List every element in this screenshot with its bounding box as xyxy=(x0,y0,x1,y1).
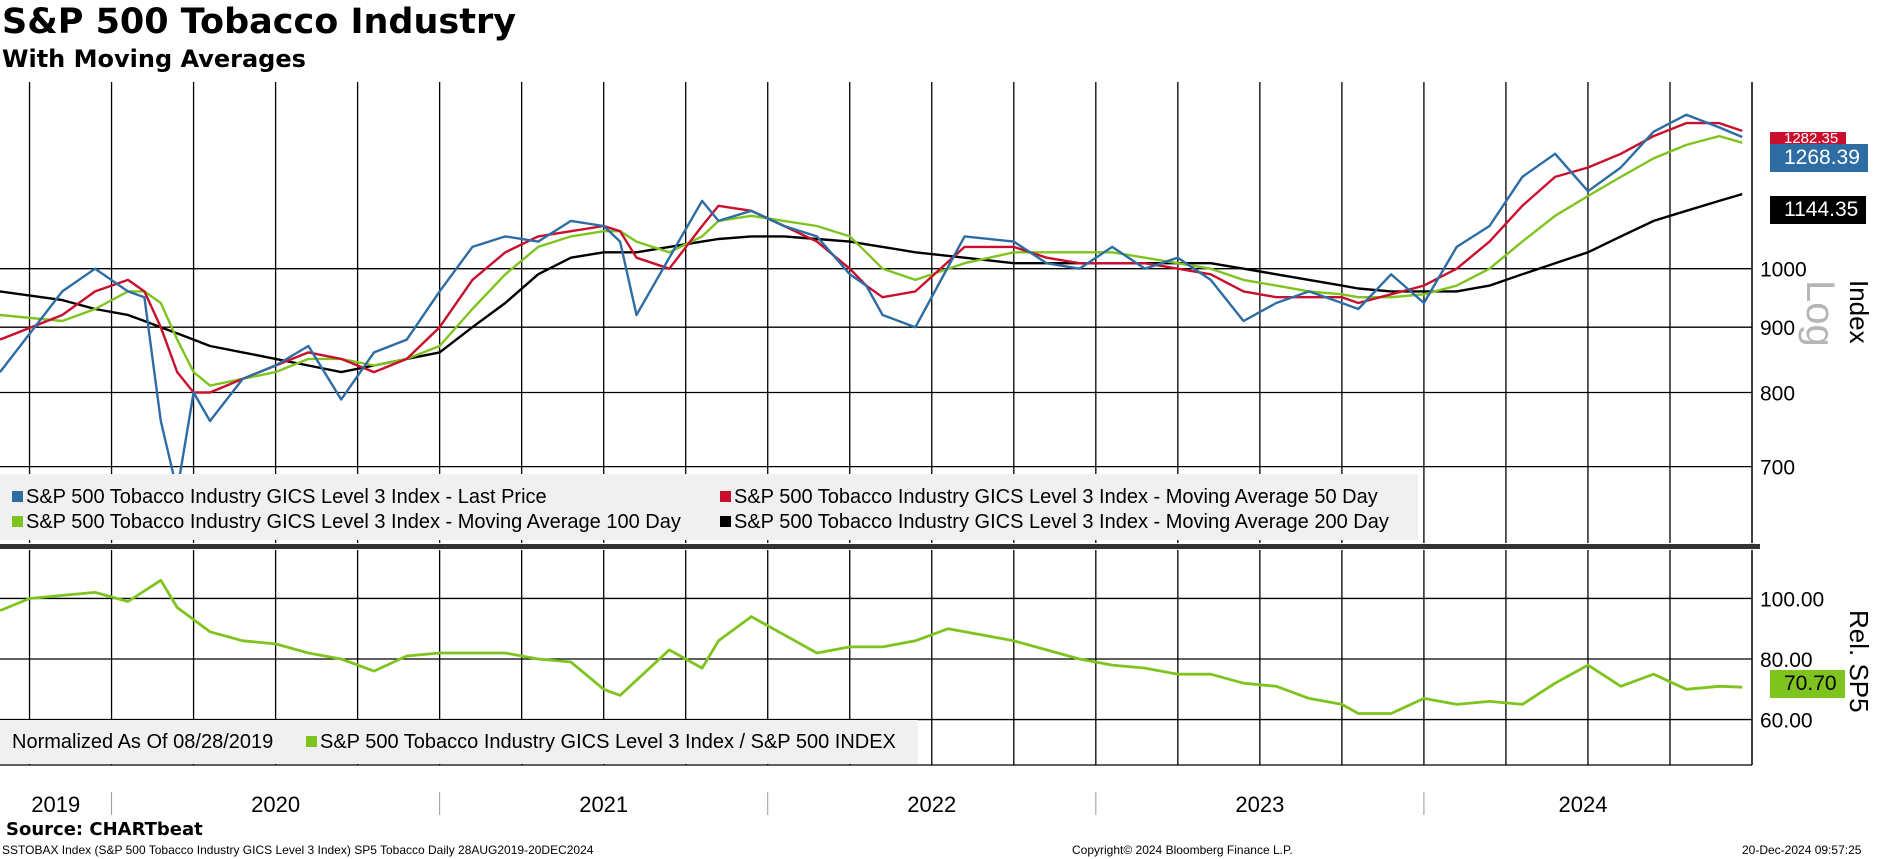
x-tick-label: 2024 xyxy=(1559,792,1608,817)
legend-swatch xyxy=(720,491,731,502)
ticker-info: SSTOBAX Index (S&P 500 Tobacco Industry … xyxy=(2,843,594,857)
grid-lines xyxy=(0,82,1752,765)
legend-item-ma50: S&P 500 Tobacco Industry GICS Level 3 In… xyxy=(720,486,1378,509)
legend-item-ma100: S&P 500 Tobacco Industry GICS Level 3 In… xyxy=(12,511,681,534)
legend-normalized-note: Normalized As Of 08/28/2019 xyxy=(12,731,274,753)
legend-label: S&P 500 Tobacco Industry GICS Level 3 In… xyxy=(26,511,681,533)
upper-y-tick-label: 700 xyxy=(1760,457,1795,480)
x-tick-label: 2020 xyxy=(251,792,300,817)
source-note: Source: CHARTbeat xyxy=(6,819,203,840)
relative-tag: 70.70 xyxy=(1770,670,1845,698)
chart-subtitle: With Moving Averages xyxy=(2,45,306,73)
lower-y-tick-label: 80.00 xyxy=(1760,649,1813,672)
upper-y-tick-label: 900 xyxy=(1760,317,1795,340)
lower-legend: Normalized As Of 08/28/2019 S&P 500 Toba… xyxy=(0,720,918,764)
x-tick-label: 2021 xyxy=(579,792,628,817)
legend-label: S&P 500 Tobacco Industry GICS Level 3 In… xyxy=(320,731,896,753)
tick-labels: 700 800 900 1000 60.00 80.00 100.00 2019 2020 202… xyxy=(31,259,1824,817)
series-line-1 xyxy=(0,134,1743,387)
legend-item-last-price: S&P 500 Tobacco Industry GICS Level 3 In… xyxy=(12,486,547,509)
panel-separator xyxy=(0,544,1760,549)
scale-label: Log xyxy=(1798,280,1842,347)
upper-y-tick-label: 1000 xyxy=(1760,259,1807,282)
lower-y-tick-label: 60.00 xyxy=(1760,710,1813,733)
legend-swatch xyxy=(720,516,731,527)
upper-legend: S&P 500 Tobacco Industry GICS Level 3 In… xyxy=(0,474,1418,540)
legend-swatch xyxy=(12,516,23,527)
lower-y-tick-label: 100.00 xyxy=(1760,588,1824,611)
upper-axis-title: Index xyxy=(1844,280,1874,344)
x-tick-label: 2022 xyxy=(907,792,956,817)
chart-title: S&P 500 Tobacco Industry xyxy=(2,2,517,42)
lower-axis-title: Rel. SP5 xyxy=(1844,610,1874,713)
axes xyxy=(0,82,1760,815)
legend-label: S&P 500 Tobacco Industry GICS Level 3 In… xyxy=(26,486,547,508)
series-line-0 xyxy=(0,192,1743,374)
x-tick-label: 2019 xyxy=(31,792,80,817)
ma50-tag: 1282.35 xyxy=(1770,132,1847,146)
upper-series xyxy=(0,113,1743,493)
series-line-3 xyxy=(0,113,1743,493)
x-tick-label: 2023 xyxy=(1235,792,1284,817)
legend-item-relative: S&P 500 Tobacco Industry GICS Level 3 In… xyxy=(306,731,896,754)
legend-label: S&P 500 Tobacco Industry GICS Level 3 In… xyxy=(734,511,1389,533)
upper-y-tick-label: 800 xyxy=(1760,383,1795,406)
legend-swatch xyxy=(12,491,23,502)
timestamp: 20-Dec-2024 09:57:25 xyxy=(1742,843,1862,857)
legend-item-ma200: S&P 500 Tobacco Industry GICS Level 3 In… xyxy=(720,511,1389,534)
ma200-tag: 1144.35 xyxy=(1770,196,1867,224)
legend-swatch xyxy=(306,736,317,747)
legend-label: S&P 500 Tobacco Industry GICS Level 3 In… xyxy=(734,486,1378,508)
copyright: Copyright© 2024 Bloomberg Finance L.P. xyxy=(1072,843,1293,857)
lower-series xyxy=(0,578,1743,715)
series-line-0 xyxy=(0,578,1743,715)
last-price-tag: 1268.39 xyxy=(1770,144,1868,172)
